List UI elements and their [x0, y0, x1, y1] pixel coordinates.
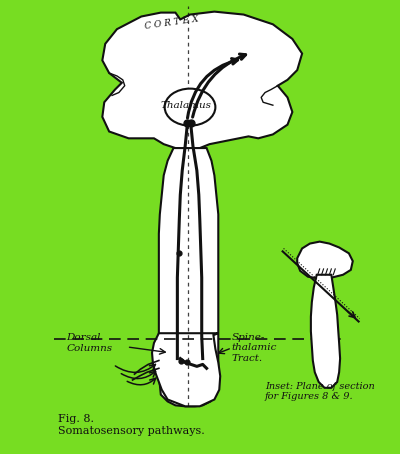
- Text: Dorsal
Columns: Dorsal Columns: [66, 333, 112, 353]
- Polygon shape: [102, 12, 302, 151]
- Polygon shape: [159, 148, 218, 406]
- Polygon shape: [297, 242, 353, 279]
- Polygon shape: [152, 333, 220, 406]
- Polygon shape: [311, 275, 340, 388]
- Ellipse shape: [165, 89, 215, 126]
- Text: C O R T E X: C O R T E X: [144, 14, 199, 30]
- Text: Spine-
thalamic
Tract.: Spine- thalamic Tract.: [232, 333, 277, 363]
- Text: Inset: Plane of section
for Figures 8 & 9.: Inset: Plane of section for Figures 8 & …: [265, 382, 375, 401]
- Text: Fig. 8.
Somatosensory pathways.: Fig. 8. Somatosensory pathways.: [58, 414, 205, 436]
- Text: Thalamus: Thalamus: [161, 101, 212, 110]
